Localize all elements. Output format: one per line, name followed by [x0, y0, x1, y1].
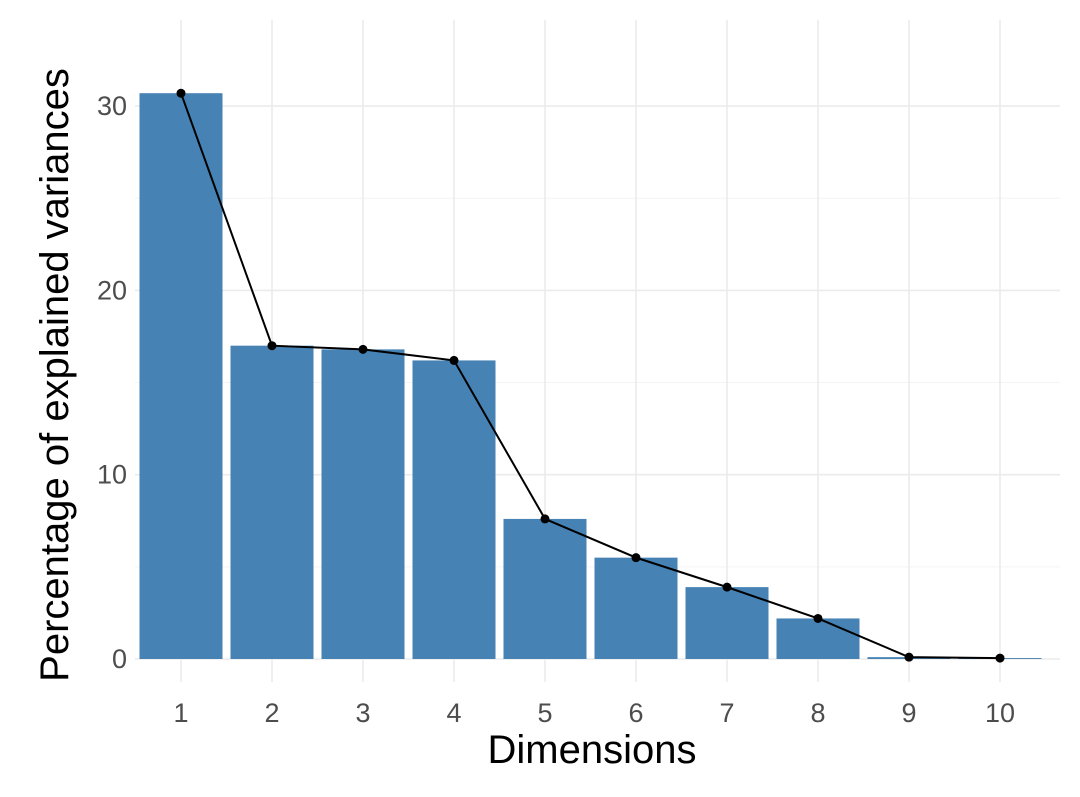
variance-point [631, 553, 641, 563]
x-tick-label: 5 [537, 698, 552, 728]
y-axis-ticks: 0 10 20 30 [97, 91, 127, 674]
x-tick-label: 4 [446, 698, 461, 728]
x-axis-title: Dimensions [488, 728, 697, 772]
bar [139, 93, 223, 660]
y-tick-label: 10 [97, 460, 127, 490]
variance-point [449, 355, 459, 365]
variance-polyline [180, 92, 1001, 660]
x-tick-label: 9 [901, 698, 916, 728]
bar [776, 618, 860, 659]
variance-point [358, 344, 368, 354]
x-tick-label: 8 [810, 698, 825, 728]
variance-point [540, 514, 550, 524]
y-tick-label: 0 [112, 644, 127, 674]
y-tick-label: 20 [97, 275, 127, 305]
variance-point [267, 341, 277, 351]
x-tick-label: 3 [355, 698, 370, 728]
x-tick-label: 1 [173, 698, 188, 728]
y-axis-title: Percentage of explained variances [33, 68, 77, 682]
variance-point [176, 88, 186, 98]
bar [321, 349, 405, 659]
bar [685, 587, 769, 659]
variance-point [722, 582, 732, 592]
bar [412, 360, 496, 659]
x-tick-label: 10 [985, 698, 1015, 728]
variance-point [904, 652, 914, 662]
x-tick-label: 7 [719, 698, 734, 728]
variance-point [995, 653, 1005, 663]
bar [594, 557, 678, 659]
bar [230, 345, 314, 659]
bars [139, 93, 1042, 660]
bar [503, 518, 587, 659]
variance-point [813, 613, 823, 623]
variance-line [176, 88, 1005, 663]
x-tick-label: 2 [264, 698, 279, 728]
y-tick-label: 30 [97, 91, 127, 121]
x-axis-ticks: 1 2 3 4 5 6 7 8 9 10 [173, 698, 1015, 728]
x-tick-label: 6 [628, 698, 643, 728]
